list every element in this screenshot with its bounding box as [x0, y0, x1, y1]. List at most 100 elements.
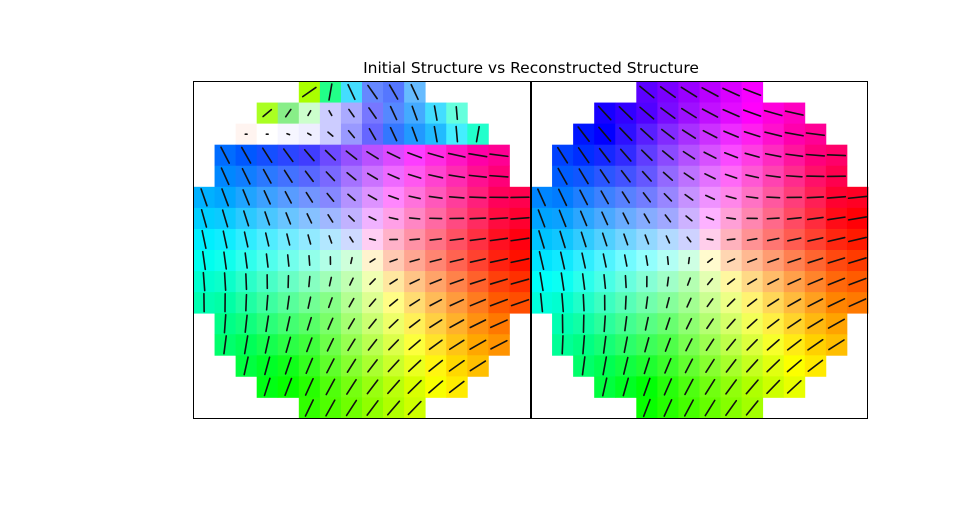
orientation-stick: [410, 83, 419, 101]
orientation-stick: [243, 356, 249, 376]
orientation-stick: [489, 174, 509, 178]
orientation-stick: [767, 298, 780, 307]
orientation-stick: [827, 298, 846, 308]
orientation-stick: [538, 251, 545, 271]
orientation-stick: [701, 108, 719, 118]
orientation-stick: [622, 356, 629, 375]
orientation-stick: [663, 399, 673, 417]
panel-initial-structure: [193, 81, 531, 419]
orientation-stick: [306, 213, 313, 224]
orientation-stick: [623, 336, 629, 354]
orientation-stick: [784, 110, 804, 116]
orientation-stick: [579, 210, 588, 227]
orientation-stick: [539, 292, 544, 313]
orientation-stick: [455, 106, 459, 121]
orientation-stick: [388, 194, 400, 200]
orientation-stick: [447, 152, 466, 158]
orientation-stick: [743, 130, 761, 138]
orientation-stick: [469, 360, 487, 372]
orientation-stick: [848, 298, 867, 308]
orientation-stick: [639, 85, 655, 99]
orientation-stick: [722, 87, 741, 97]
orientation-stick: [603, 274, 607, 290]
orientation-stick: [787, 237, 802, 242]
orientation-stick: [448, 339, 465, 351]
orientation-stick: [763, 109, 783, 117]
orientation-stick: [350, 256, 353, 265]
orientation-stick: [407, 379, 422, 394]
orientation-stick: [408, 217, 421, 220]
orientation-stick: [784, 131, 804, 137]
orientation-stick: [326, 337, 335, 352]
orientation-stick: [619, 127, 633, 142]
orientation-stick: [642, 192, 652, 203]
orientation-stick: [448, 359, 465, 372]
orientation-stick: [561, 292, 565, 313]
orientation-stick: [538, 230, 545, 249]
orientation-stick: [726, 278, 736, 285]
orientation-stick: [827, 318, 846, 329]
orientation-stick: [787, 298, 802, 307]
orientation-stick: [664, 214, 672, 223]
orientation-stick: [581, 273, 586, 291]
orientation-stick: [686, 236, 692, 243]
orientation-stick: [786, 359, 802, 373]
orientation-stick: [623, 254, 628, 267]
orientation-stick: [308, 275, 311, 288]
orientation-stick: [264, 211, 271, 226]
orientation-stick: [245, 293, 248, 312]
orientation-stick: [659, 86, 676, 99]
orientation-stick: [429, 298, 443, 307]
orientation-stick: [684, 378, 694, 396]
orientation-stick: [641, 170, 652, 182]
orientation-stick: [602, 253, 607, 268]
orientation-stick: [766, 338, 780, 351]
orientation-stick: [745, 379, 759, 395]
orientation-stick: [764, 152, 782, 158]
orientation-stick: [645, 255, 649, 266]
orientation-stick: [469, 278, 486, 285]
orientation-stick: [624, 315, 628, 332]
orientation-stick: [489, 298, 509, 307]
orientation-stick: [745, 195, 759, 199]
orientation-stick: [407, 400, 422, 416]
orientation-stick: [683, 172, 695, 181]
orientation-stick: [539, 271, 544, 292]
orientation-stick: [686, 277, 692, 286]
orientation-stick: [244, 252, 248, 269]
orientation-stick: [537, 209, 546, 228]
orientation-stick: [388, 318, 399, 329]
orientation-stick: [387, 379, 401, 395]
orientation-stick: [687, 256, 691, 265]
orientation-stick: [286, 132, 291, 136]
orientation-stick: [328, 235, 333, 244]
orientation-stick: [623, 233, 629, 246]
orientation-stick: [284, 190, 293, 204]
orientation-stick: [243, 335, 249, 355]
orientation-stick: [622, 212, 630, 225]
orientation-stick: [427, 152, 444, 159]
orientation-stick: [286, 233, 291, 246]
orientation-stick: [345, 399, 358, 417]
orientation-stick: [726, 258, 736, 263]
orientation-stick: [598, 126, 612, 142]
orientation-stick: [407, 151, 423, 159]
orientation-stick: [745, 400, 759, 416]
orientation-stick: [581, 252, 587, 269]
orientation-stick: [489, 278, 508, 285]
orientation-stick: [429, 258, 442, 263]
chart-title: Initial Structure vs Reconstructed Struc…: [363, 59, 699, 77]
orientation-stick: [326, 192, 335, 203]
orientation-stick: [706, 257, 714, 264]
orientation-stick: [705, 358, 715, 373]
orientation-stick: [386, 151, 401, 159]
orientation-stick: [489, 153, 509, 158]
orientation-stick: [347, 214, 355, 222]
orientation-stick: [666, 276, 670, 287]
orientation-stick: [787, 318, 802, 329]
orientation-stick: [306, 316, 313, 331]
orientation-stick: [325, 171, 336, 182]
orientation-stick: [221, 209, 229, 228]
orientation-stick: [448, 195, 465, 199]
orientation-stick: [264, 232, 270, 247]
